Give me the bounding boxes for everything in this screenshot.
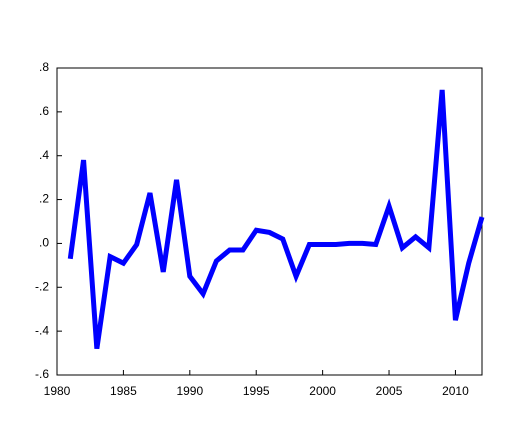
x-tick-label: 1995 <box>243 384 270 398</box>
x-tick-label: 2010 <box>442 384 469 398</box>
y-tick-label: .2 <box>39 192 49 206</box>
x-tick-label: 2000 <box>309 384 336 398</box>
y-tick-label: .6 <box>39 104 49 118</box>
line-series <box>67 89 485 350</box>
y-tick-label: -.2 <box>35 279 49 293</box>
y-tick-label: .8 <box>39 60 49 74</box>
x-tick-label: 1980 <box>44 384 71 398</box>
plot-frame <box>56 67 483 376</box>
x-tick-label: 2005 <box>376 384 403 398</box>
x-tick-label: 1990 <box>176 384 203 398</box>
y-tick-label: .0 <box>39 236 49 250</box>
y-tick-label: .4 <box>39 148 49 162</box>
y-tick-label: -.4 <box>35 323 49 337</box>
x-tick-label: 1985 <box>110 384 137 398</box>
y-tick-label: -.6 <box>35 367 49 381</box>
